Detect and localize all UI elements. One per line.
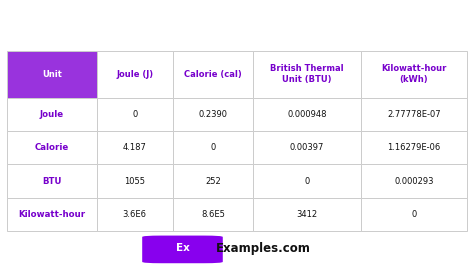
Bar bbox=[97, 98, 173, 131]
Text: 3412: 3412 bbox=[297, 210, 318, 219]
Text: 4.187: 4.187 bbox=[123, 143, 146, 152]
Bar bbox=[361, 198, 467, 231]
Text: 252: 252 bbox=[205, 177, 221, 186]
Text: 1.16279E-06: 1.16279E-06 bbox=[387, 143, 441, 152]
Text: Kilowatt-hour: Kilowatt-hour bbox=[18, 210, 85, 219]
Text: Calorie (cal): Calorie (cal) bbox=[184, 69, 242, 78]
Bar bbox=[7, 131, 97, 164]
Bar bbox=[253, 131, 361, 164]
Bar bbox=[361, 98, 467, 131]
Text: 0: 0 bbox=[132, 110, 137, 119]
Text: British Thermal
Unit (BTU): British Thermal Unit (BTU) bbox=[270, 64, 344, 84]
Text: Unit: Unit bbox=[42, 69, 62, 78]
Text: Examples.com: Examples.com bbox=[216, 242, 310, 255]
Text: 8.6E5: 8.6E5 bbox=[201, 210, 225, 219]
Text: Joule (J): Joule (J) bbox=[116, 69, 153, 78]
Bar bbox=[361, 51, 467, 98]
Text: 0.2390: 0.2390 bbox=[198, 110, 228, 119]
Text: 0: 0 bbox=[411, 210, 417, 219]
Text: BTU: BTU bbox=[42, 177, 62, 186]
Bar bbox=[97, 198, 173, 231]
Bar bbox=[253, 51, 361, 98]
Text: 0: 0 bbox=[210, 143, 216, 152]
Bar bbox=[361, 131, 467, 164]
Text: 1055: 1055 bbox=[124, 177, 145, 186]
Bar bbox=[361, 164, 467, 198]
Bar bbox=[7, 51, 97, 98]
Text: 0.00397: 0.00397 bbox=[290, 143, 324, 152]
Text: Joule: Joule bbox=[40, 110, 64, 119]
Text: Calorie: Calorie bbox=[35, 143, 69, 152]
Text: Ex: Ex bbox=[175, 243, 190, 253]
Text: 0: 0 bbox=[304, 177, 310, 186]
Bar bbox=[173, 198, 253, 231]
Text: Kilowatt-hour
(kWh): Kilowatt-hour (kWh) bbox=[381, 64, 447, 84]
Bar bbox=[253, 198, 361, 231]
Bar bbox=[253, 98, 361, 131]
Bar bbox=[7, 98, 97, 131]
Bar bbox=[97, 51, 173, 98]
Text: 0.000948: 0.000948 bbox=[287, 110, 327, 119]
Bar bbox=[7, 198, 97, 231]
Bar bbox=[173, 164, 253, 198]
Bar bbox=[7, 164, 97, 198]
Text: 2.77778E-07: 2.77778E-07 bbox=[387, 110, 441, 119]
Bar bbox=[97, 131, 173, 164]
Text: CONVERSION OF ENERGY UNITS: CONVERSION OF ENERGY UNITS bbox=[69, 16, 405, 35]
Bar bbox=[173, 131, 253, 164]
Text: 3.6E6: 3.6E6 bbox=[123, 210, 146, 219]
Bar bbox=[173, 51, 253, 98]
Text: 0.000293: 0.000293 bbox=[394, 177, 434, 186]
Bar bbox=[173, 98, 253, 131]
Bar bbox=[253, 164, 361, 198]
FancyBboxPatch shape bbox=[142, 236, 223, 263]
Bar bbox=[97, 164, 173, 198]
